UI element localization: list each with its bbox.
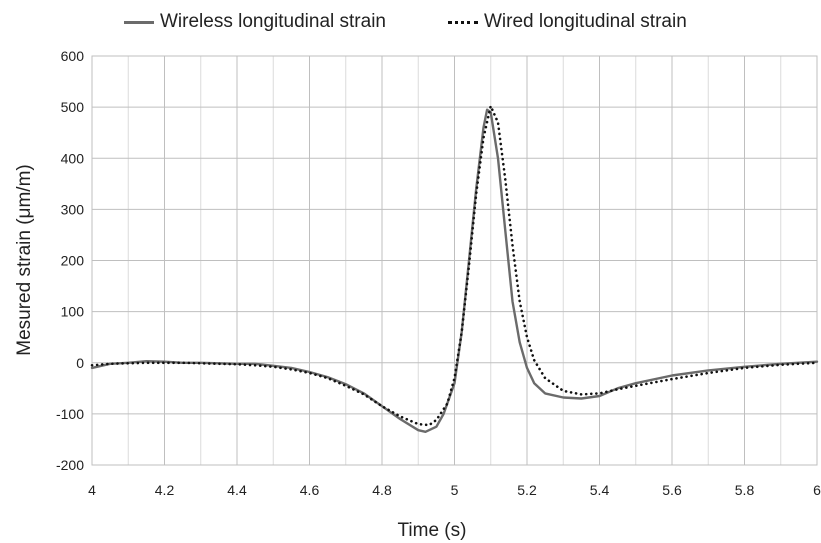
x-tick-label: 5	[451, 482, 459, 498]
y-tick-label: 600	[61, 48, 85, 64]
y-tick-label: 100	[61, 304, 85, 320]
plot-area	[91, 55, 818, 466]
y-tick-label: 0	[76, 355, 84, 371]
y-tick-label: 200	[61, 253, 85, 269]
series-layer	[90, 104, 819, 433]
y-axis-tick-labels: -200 -100 0 100 200 300 400 500 600	[56, 48, 84, 473]
legend-label-wireless: Wireless longitudinal strain	[160, 11, 386, 32]
plot-border	[91, 55, 818, 466]
chart-legend: Wireless longitudinal strain Wired longi…	[0, 8, 821, 36]
y-tick-label: 300	[61, 201, 85, 217]
legend-swatch-wireless	[124, 20, 154, 24]
x-tick-label: 4.2	[155, 482, 175, 498]
x-tick-label: 4	[88, 482, 96, 498]
y-tick-label: -100	[56, 406, 84, 422]
legend-item-wireless: Wireless longitudinal strain	[124, 8, 386, 36]
x-tick-label: 5.2	[517, 482, 537, 498]
series-wireless-line	[90, 108, 819, 433]
x-tick-label: 4.6	[300, 482, 320, 498]
y-axis-title: Mesured strain (μm/m)	[14, 164, 35, 355]
legend-swatch-wired	[448, 20, 478, 24]
legend-item-wired: Wired longitudinal strain	[448, 8, 687, 36]
y-tick-label: -200	[56, 457, 84, 473]
x-tick-label: 5.6	[662, 482, 682, 498]
y-tick-label: 500	[61, 99, 85, 115]
x-tick-label: 5.4	[590, 482, 610, 498]
x-tick-label: 5.8	[735, 482, 755, 498]
x-tick-label: 4.8	[372, 482, 392, 498]
x-tick-label: 6	[813, 482, 821, 498]
x-tick-label: 4.4	[227, 482, 247, 498]
x-axis-tick-labels: 4 4.2 4.4 4.6 4.8 5 5.2 5.4 5.6 5.8 6	[88, 482, 821, 498]
y-tick-label: 400	[61, 150, 85, 166]
legend-label-wired: Wired longitudinal strain	[484, 11, 687, 32]
series-wired-line	[90, 104, 819, 427]
x-axis-title: Time (s)	[398, 520, 467, 541]
